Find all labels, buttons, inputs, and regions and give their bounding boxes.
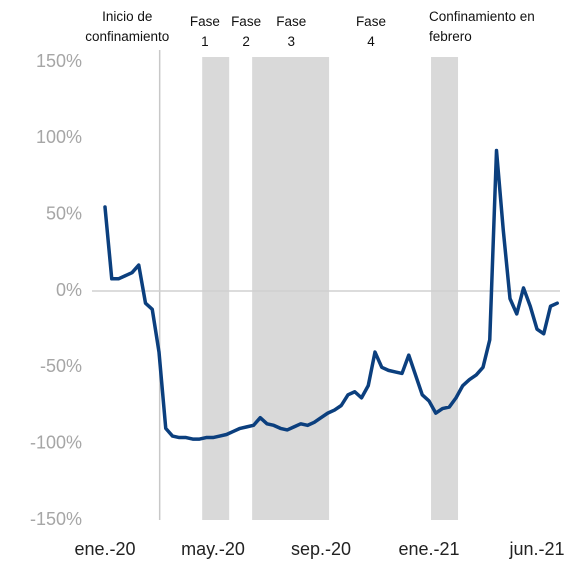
y-tick-label: 150% — [36, 51, 82, 71]
annotation: Fase 1 — [190, 14, 220, 49]
shaded-band — [252, 57, 330, 520]
x-tick-label: jun.-21 — [508, 539, 564, 559]
x-tick-label: ene.-21 — [398, 539, 459, 559]
annotation-line: Fase — [231, 14, 261, 29]
y-tick-label: -50% — [40, 356, 82, 376]
annotation: Confinamiento en febrero — [429, 9, 535, 44]
y-tick-label: 0% — [56, 280, 82, 300]
data-line — [103, 148, 559, 441]
x-tick-label: may.-20 — [181, 539, 245, 559]
shaded-band — [431, 57, 459, 520]
x-tick-label: ene.-20 — [74, 539, 135, 559]
shaded-band — [202, 57, 230, 520]
annotation-line: Fase — [190, 14, 220, 29]
annotation-line: 2 — [242, 34, 250, 49]
y-tick-label: -100% — [30, 432, 82, 452]
x-tick-label: sep.-20 — [291, 539, 351, 559]
y-tick-label: 100% — [36, 127, 82, 147]
annotation: Fase 3 — [276, 14, 306, 49]
annotation: Fase 4 — [356, 14, 386, 49]
annotation-line: 3 — [288, 34, 296, 49]
annotation-line: 1 — [201, 34, 209, 49]
annotation-line: confinamiento — [85, 29, 169, 44]
y-tick-label: 50% — [46, 203, 82, 223]
annotation: Fase 2 — [231, 14, 261, 49]
annotation: Inicio de confinamiento — [85, 9, 169, 44]
annotation-line: 4 — [367, 34, 375, 49]
annotation-line: Fase — [356, 14, 386, 29]
y-tick-label: -150% — [30, 509, 82, 529]
annotation-line: Confinamiento en — [429, 9, 535, 24]
annotation-line: Fase — [276, 14, 306, 29]
annotation-line: Inicio de — [102, 9, 152, 24]
annotation-line: febrero — [429, 29, 472, 44]
